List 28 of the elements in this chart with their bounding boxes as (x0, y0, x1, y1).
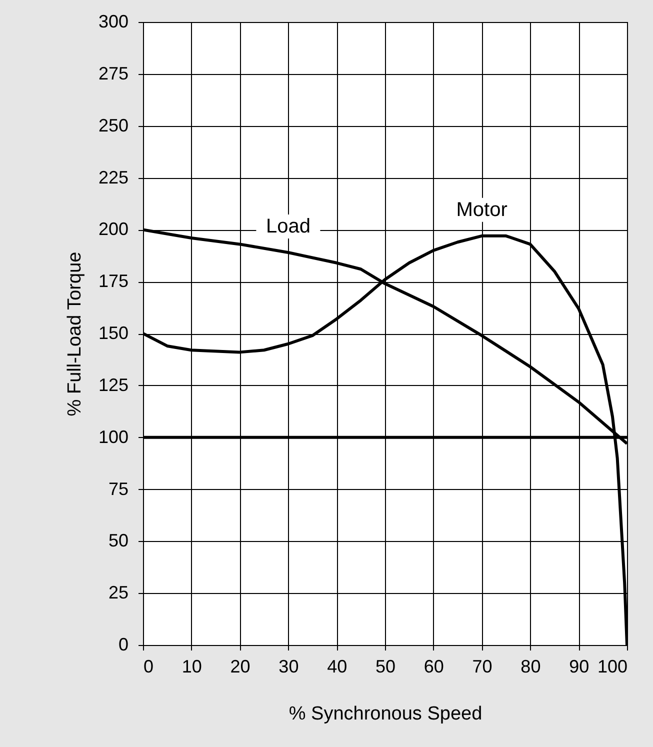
y-tick-label: 0 (118, 634, 128, 654)
y-tick-label: 275 (98, 63, 128, 84)
x-tick-label: 80 (520, 656, 541, 676)
series-label: Motor (456, 198, 508, 221)
y-tick-label: 250 (98, 115, 128, 136)
x-tick-label: 90 (569, 656, 590, 676)
y-tick-label: 50 (108, 530, 128, 551)
x-tick-label: 40 (327, 656, 348, 676)
series-label: Load (266, 216, 310, 238)
y-tick-label: 225 (98, 167, 128, 188)
x-tick-label: 100 (597, 656, 628, 676)
y-axis-title: % Full-Load Torque (64, 252, 86, 416)
x-tick-label: 70 (472, 656, 492, 676)
x-tick-label: 0 (144, 656, 154, 676)
y-tick-label: 75 (108, 478, 128, 499)
y-tick-label: 200 (98, 219, 128, 240)
y-tick-label: 100 (98, 426, 128, 447)
y-tick-label: 300 (98, 12, 128, 32)
y-tick-label: 25 (108, 582, 128, 603)
y-tick-label: 150 (98, 323, 128, 343)
y-tick-label: 175 (98, 271, 128, 292)
x-tick-label: 10 (182, 656, 202, 676)
x-tick-label: 30 (278, 656, 299, 676)
x-tick-label: 60 (424, 656, 444, 676)
x-tick-label: 50 (375, 656, 396, 676)
x-axis-title: % Synchronous Speed (288, 704, 482, 724)
y-tick-label: 125 (98, 374, 128, 395)
x-tick-label: 20 (230, 656, 250, 676)
